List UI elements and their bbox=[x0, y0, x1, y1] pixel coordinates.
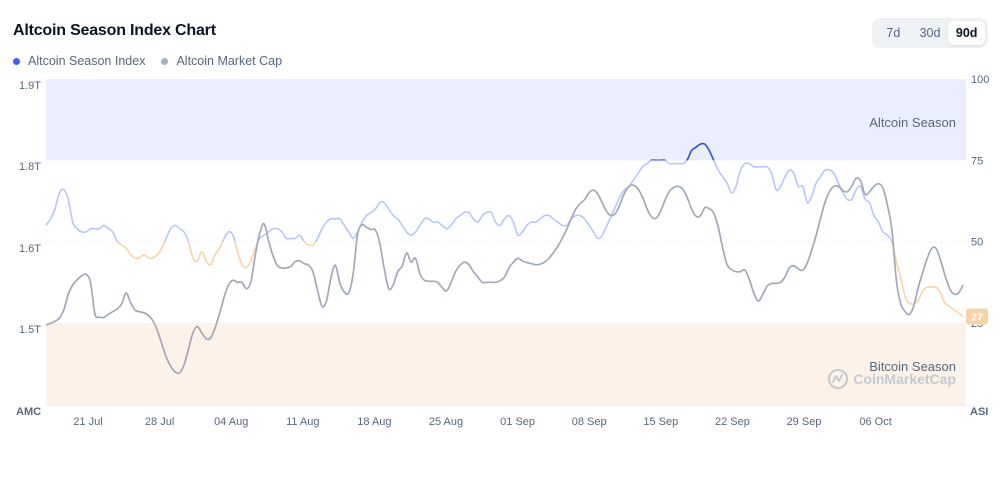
x-tick-label: 01 Sep bbox=[500, 416, 535, 428]
x-tick-label: 18 Aug bbox=[357, 416, 391, 428]
altcoin-season-label: Altcoin Season bbox=[869, 115, 956, 130]
legend-label-index: Altcoin Season Index bbox=[28, 54, 146, 68]
x-corner-right-label: ASI bbox=[970, 406, 988, 418]
x-tick-label: 29 Sep bbox=[787, 416, 822, 428]
coinmarketcap-logo-icon bbox=[828, 369, 848, 389]
x-tick-label: 15 Sep bbox=[643, 416, 678, 428]
watermark-text: CoinMarketCap bbox=[853, 371, 956, 387]
tab-30d[interactable]: 30d bbox=[919, 26, 941, 40]
legend-dot-index bbox=[13, 57, 20, 65]
y-left-tick-label: 1.5T bbox=[19, 324, 41, 336]
tab-90d[interactable]: 90d bbox=[948, 21, 986, 45]
series-line-index bbox=[45, 160, 893, 242]
x-tick-label: 06 Oct bbox=[859, 416, 891, 428]
y-left-tick-label: 1.9T bbox=[19, 80, 41, 92]
y-right-tick-label: 75 bbox=[971, 155, 983, 167]
x-tick-label: 11 Aug bbox=[286, 416, 319, 428]
altcoin-season-zone bbox=[46, 79, 966, 161]
x-tick-label: 04 Aug bbox=[214, 416, 248, 428]
coinmarketcap-watermark: CoinMarketCap bbox=[828, 369, 956, 389]
x-tick-label: 28 Jul bbox=[145, 416, 174, 428]
x-tick-label: 08 Sep bbox=[572, 416, 607, 428]
y-right-tick-label: 100 bbox=[971, 74, 989, 86]
x-corner-left-label: AMC bbox=[16, 406, 41, 418]
tab-7d[interactable]: 7d bbox=[886, 26, 901, 40]
legend-label-market-cap: Altcoin Market Cap bbox=[176, 54, 283, 68]
chart-legend: Altcoin Season Index Altcoin Market Cap bbox=[13, 54, 282, 68]
y-left-tick-label: 1.6T bbox=[19, 243, 41, 255]
bitcoin-season-zone bbox=[46, 323, 966, 405]
legend-item-market-cap[interactable]: Altcoin Market Cap bbox=[161, 54, 282, 68]
y-left-tick-label: 1.8T bbox=[19, 161, 41, 173]
x-tick-label: 21 Jul bbox=[73, 416, 102, 428]
series-line-market-cap bbox=[45, 177, 964, 375]
current-value-badge: 27 bbox=[966, 308, 988, 325]
current-value-text: 27 bbox=[971, 312, 983, 324]
x-tick-label: 22 Sep bbox=[715, 416, 750, 428]
bitcoin-season-label: Bitcoin Season bbox=[869, 359, 956, 374]
y-right-tick-label: 50 bbox=[971, 237, 983, 249]
series-line-index-low bbox=[116, 241, 964, 318]
page-title: Altcoin Season Index Chart bbox=[13, 22, 216, 39]
x-tick-label: 25 Aug bbox=[429, 416, 463, 428]
legend-dot-market-cap bbox=[161, 57, 169, 65]
legend-item-index[interactable]: Altcoin Season Index bbox=[13, 54, 145, 68]
time-range-selector: 7d 30d 90d bbox=[872, 18, 988, 48]
